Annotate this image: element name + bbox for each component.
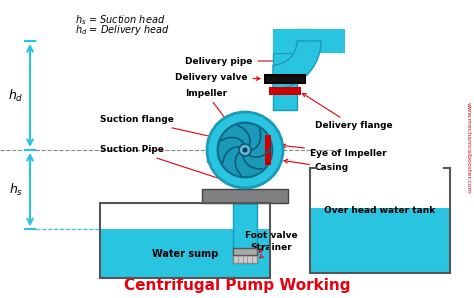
Text: Eye of Impeller: Eye of Impeller: [282, 144, 387, 158]
Bar: [233, 255, 257, 263]
Bar: [297, 29, 310, 53]
Bar: [269, 87, 301, 95]
Text: Impeller: Impeller: [185, 89, 237, 135]
Bar: [207, 138, 257, 162]
Text: Over head water tank: Over head water tank: [324, 206, 436, 215]
Bar: [233, 248, 257, 255]
Text: $h_s$ = Suction head: $h_s$ = Suction head: [75, 13, 165, 27]
Wedge shape: [273, 41, 321, 89]
Bar: [265, 135, 271, 165]
Text: $h_d$ = Delivery head: $h_d$ = Delivery head: [75, 23, 170, 37]
Text: Foot valve: Foot valve: [245, 232, 298, 252]
Circle shape: [207, 112, 283, 188]
Bar: [310, 208, 450, 273]
Text: Delivery pipe: Delivery pipe: [185, 57, 283, 66]
Text: $h_s$: $h_s$: [9, 181, 23, 198]
Bar: [233, 190, 257, 203]
Text: Casing: Casing: [284, 159, 349, 173]
Text: Suction Pipe: Suction Pipe: [100, 145, 229, 182]
Text: Delivery flange: Delivery flange: [302, 93, 392, 131]
Bar: [273, 53, 297, 110]
Circle shape: [243, 148, 247, 153]
Bar: [100, 203, 270, 229]
Bar: [233, 203, 257, 263]
Text: Suction flange: Suction flange: [100, 116, 267, 150]
Bar: [100, 203, 270, 278]
Circle shape: [239, 144, 251, 156]
Bar: [273, 29, 345, 53]
Text: Delivery valve: Delivery valve: [175, 74, 260, 83]
Text: Centrifugal Pump Working: Centrifugal Pump Working: [124, 278, 350, 293]
Bar: [265, 75, 305, 83]
Bar: [100, 203, 270, 278]
Text: Water sump: Water sump: [152, 249, 218, 259]
Text: $h_d$: $h_d$: [8, 87, 24, 103]
Text: Strainer: Strainer: [250, 243, 292, 258]
Bar: [202, 189, 288, 203]
Text: www.mechanicalbooster.com: www.mechanicalbooster.com: [465, 102, 471, 194]
Circle shape: [218, 123, 273, 177]
